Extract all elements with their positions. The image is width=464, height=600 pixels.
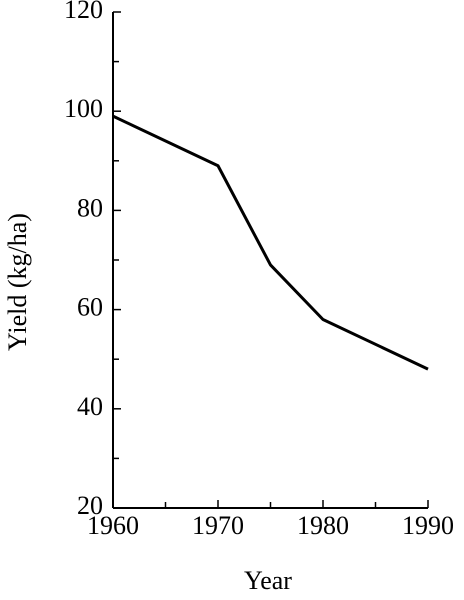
y-tick-label: 40 (77, 392, 103, 421)
x-tick-label: 1960 (87, 511, 139, 540)
data-line (112, 114, 429, 371)
x-tick-label: 1990 (402, 511, 454, 540)
y-tick-label: 80 (77, 193, 103, 222)
x-tick-label: 1970 (192, 511, 244, 540)
y-tick-label: 120 (64, 0, 103, 24)
y-tick-label: 20 (77, 491, 103, 520)
y-tick-label: 60 (77, 293, 103, 322)
y-axis-label: Yield (kg/ha) (3, 213, 32, 351)
y-tick-label: 100 (64, 94, 103, 123)
x-tick-label: 1980 (297, 511, 349, 540)
x-axis-label: Year (244, 566, 292, 595)
